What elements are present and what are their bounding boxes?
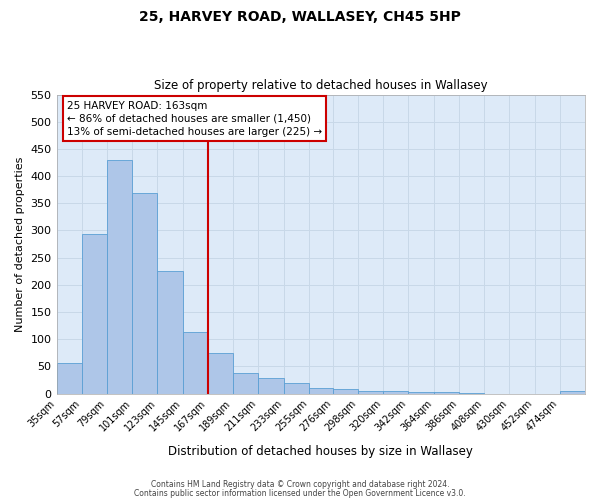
Title: Size of property relative to detached houses in Wallasey: Size of property relative to detached ho… [154,79,488,92]
Bar [409,392,434,394]
Bar [56,362,82,394]
Bar [258,378,284,394]
Bar [284,383,309,394]
Bar [333,389,358,394]
Bar [358,391,383,394]
Text: 25 HARVEY ROAD: 163sqm
← 86% of detached houses are smaller (1,450)
13% of semi-: 25 HARVEY ROAD: 163sqm ← 86% of detached… [67,100,322,137]
Text: Contains HM Land Registry data © Crown copyright and database right 2024.: Contains HM Land Registry data © Crown c… [151,480,449,489]
Bar [434,392,459,394]
Y-axis label: Number of detached properties: Number of detached properties [15,156,25,332]
Bar [309,388,333,394]
Bar [383,391,409,394]
Bar [182,332,208,394]
Bar [560,391,585,394]
Text: Contains public sector information licensed under the Open Government Licence v3: Contains public sector information licen… [134,490,466,498]
Bar [82,234,107,394]
Bar [132,194,157,394]
Bar [107,160,132,394]
X-axis label: Distribution of detached houses by size in Wallasey: Distribution of detached houses by size … [169,444,473,458]
Bar [459,393,484,394]
Bar [208,353,233,394]
Text: 25, HARVEY ROAD, WALLASEY, CH45 5HP: 25, HARVEY ROAD, WALLASEY, CH45 5HP [139,10,461,24]
Bar [233,373,258,394]
Bar [157,270,182,394]
